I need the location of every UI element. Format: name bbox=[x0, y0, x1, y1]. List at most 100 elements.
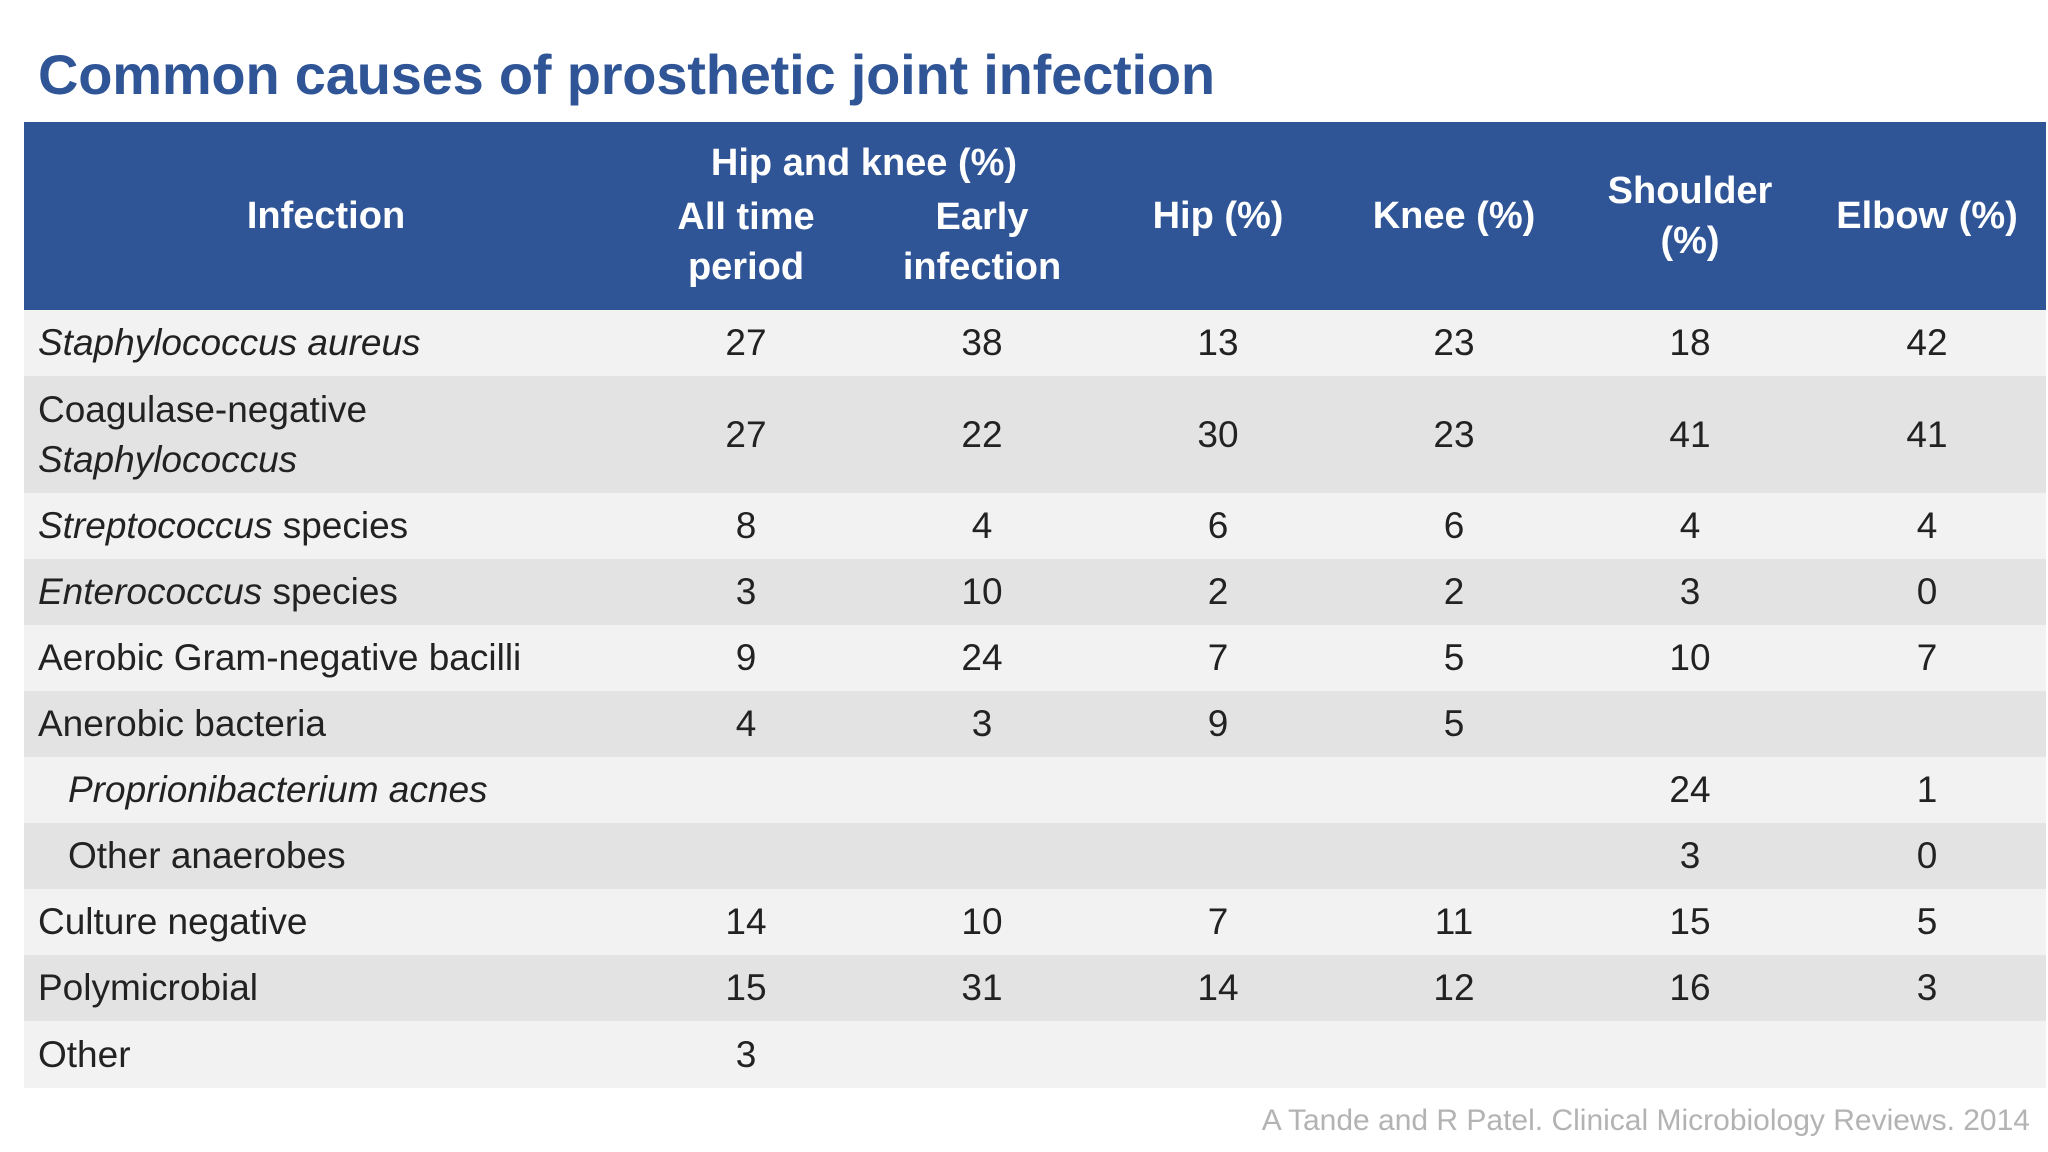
row-label: Streptococcus species bbox=[24, 493, 628, 559]
cell-elbow: 0 bbox=[1808, 559, 2046, 625]
header-hip-knee-group: Hip and knee (%) bbox=[628, 122, 1100, 190]
row-label-plain: Culture negative bbox=[38, 901, 308, 942]
header-elbow: Elbow (%) bbox=[1808, 122, 2046, 310]
cell-all-time: 27 bbox=[628, 310, 864, 376]
cell-elbow: 3 bbox=[1808, 955, 2046, 1021]
header-early-line2: infection bbox=[902, 246, 1062, 288]
cell-early: 10 bbox=[864, 559, 1100, 625]
cell-knee: 23 bbox=[1336, 376, 1572, 493]
table-row: Other anaerobes 3 0 bbox=[24, 823, 2046, 889]
row-label: Aerobic Gram-negative bacilli bbox=[24, 625, 628, 691]
cell-knee: 5 bbox=[1336, 691, 1572, 757]
cell-early: 22 bbox=[864, 376, 1100, 493]
table-row: Coagulase-negative Staphylococcus 27 22 3… bbox=[24, 376, 2046, 493]
header-all-time-line1: All time bbox=[677, 196, 815, 238]
cell-all-time: 15 bbox=[628, 955, 864, 1021]
cell-elbow: 1 bbox=[1808, 757, 2046, 823]
table-row: Culture negative 14 10 7 11 15 5 bbox=[24, 889, 2046, 955]
cell-knee: 11 bbox=[1336, 889, 1572, 955]
cell-shoulder: 3 bbox=[1572, 559, 1808, 625]
row-label: Culture negative bbox=[24, 889, 628, 955]
row-label-plain: species bbox=[262, 571, 398, 612]
cell-all-time: 14 bbox=[628, 889, 864, 955]
cell-knee bbox=[1336, 757, 1572, 823]
cell-early bbox=[864, 823, 1100, 889]
cell-early: 3 bbox=[864, 691, 1100, 757]
cell-early: 38 bbox=[864, 310, 1100, 376]
cell-all-time bbox=[628, 823, 864, 889]
cell-elbow: 7 bbox=[1808, 625, 2046, 691]
row-label: Coagulase-negative Staphylococcus bbox=[24, 376, 628, 493]
row-label-plain: Other bbox=[38, 1033, 131, 1075]
cell-all-time: 4 bbox=[628, 691, 864, 757]
header-early-line1: Early bbox=[935, 196, 1029, 238]
cell-shoulder: 24 bbox=[1572, 757, 1808, 823]
row-label: Enterococcus species bbox=[24, 559, 628, 625]
cell-hip bbox=[1100, 823, 1336, 889]
cell-hip: 30 bbox=[1100, 376, 1336, 493]
header-shoulder-line2: (%) bbox=[1660, 220, 1720, 262]
cell-all-time: 3 bbox=[628, 1021, 864, 1088]
cell-hip: 9 bbox=[1100, 691, 1336, 757]
table-row: Enterococcus species 3 10 2 2 3 0 bbox=[24, 559, 2046, 625]
cell-knee: 12 bbox=[1336, 955, 1572, 1021]
cell-shoulder bbox=[1572, 691, 1808, 757]
cell-all-time: 3 bbox=[628, 559, 864, 625]
cell-hip: 13 bbox=[1100, 310, 1336, 376]
header-shoulder: Shoulder (%) bbox=[1572, 122, 1808, 310]
cell-knee: 2 bbox=[1336, 559, 1572, 625]
infection-table: Infection Hip and knee (%) Hip (%) Knee … bbox=[24, 122, 2046, 1088]
row-label-italic: Streptococcus bbox=[38, 505, 273, 546]
cell-early: 24 bbox=[864, 625, 1100, 691]
row-label-plain: species bbox=[272, 505, 409, 546]
table-row: Aerobic Gram-negative bacilli 9 24 7 5 1… bbox=[24, 625, 2046, 691]
row-label-italic: Proprionibacterium acnes bbox=[68, 769, 488, 810]
cell-elbow: 42 bbox=[1808, 310, 2046, 376]
header-all-time-line2: period bbox=[687, 246, 805, 288]
row-label-plain: Other anaerobes bbox=[68, 835, 346, 876]
row-label-italic: Staphylococcus aureus bbox=[38, 322, 421, 363]
row-label: Anerobic bacteria bbox=[24, 691, 628, 757]
cell-knee bbox=[1336, 1021, 1572, 1088]
row-label-plain: Polymicrobial bbox=[38, 967, 259, 1008]
cell-shoulder: 16 bbox=[1572, 955, 1808, 1021]
row-label: Polymicrobial bbox=[24, 955, 628, 1021]
table-row: Proprionibacterium acnes 24 1 bbox=[24, 757, 2046, 823]
row-label-plain: Aerobic Gram-negative bacilli bbox=[38, 637, 522, 678]
row-label-plain: Anerobic bacteria bbox=[38, 703, 326, 744]
slide-title: Common causes of prosthetic joint infect… bbox=[38, 43, 1215, 106]
cell-hip: 7 bbox=[1100, 625, 1336, 691]
table-body: Staphylococcus aureus 27 38 13 23 18 42 … bbox=[24, 310, 2046, 1088]
table-row: Anerobic bacteria 4 3 9 5 bbox=[24, 691, 2046, 757]
cell-knee bbox=[1336, 823, 1572, 889]
cell-elbow: 41 bbox=[1808, 376, 2046, 493]
cell-elbow: 0 bbox=[1808, 823, 2046, 889]
row-label: Proprionibacterium acnes bbox=[24, 757, 628, 823]
cell-hip: 7 bbox=[1100, 889, 1336, 955]
row-label-italic: Enterococcus bbox=[38, 571, 263, 612]
cell-early: 31 bbox=[864, 955, 1100, 1021]
table-row: Staphylococcus aureus 27 38 13 23 18 42 bbox=[24, 310, 2046, 376]
header-infection: Infection bbox=[24, 122, 628, 310]
cell-early bbox=[864, 1021, 1100, 1088]
cell-early: 10 bbox=[864, 889, 1100, 955]
header-shoulder-line1: Shoulder bbox=[1607, 170, 1773, 212]
header-early-infection: Early infection bbox=[864, 190, 1100, 310]
table-row: Polymicrobial 15 31 14 12 16 3 bbox=[24, 955, 2046, 1021]
cell-hip bbox=[1100, 1021, 1336, 1088]
cell-knee: 23 bbox=[1336, 310, 1572, 376]
row-label-italic: Staphylococcus bbox=[38, 438, 298, 480]
cell-shoulder: 3 bbox=[1572, 823, 1808, 889]
cell-elbow bbox=[1808, 1021, 2046, 1088]
cell-hip bbox=[1100, 757, 1336, 823]
row-label: Other anaerobes bbox=[24, 823, 628, 889]
header-hip: Hip (%) bbox=[1100, 122, 1336, 310]
cell-all-time: 8 bbox=[628, 493, 864, 559]
header-all-time-period: All time period bbox=[628, 190, 864, 310]
cell-all-time: 27 bbox=[628, 376, 864, 493]
table-row: Streptococcus species 8 4 6 6 4 4 bbox=[24, 493, 2046, 559]
cell-elbow: 5 bbox=[1808, 889, 2046, 955]
cell-shoulder: 10 bbox=[1572, 625, 1808, 691]
cell-shoulder: 41 bbox=[1572, 376, 1808, 493]
cell-all-time: 9 bbox=[628, 625, 864, 691]
